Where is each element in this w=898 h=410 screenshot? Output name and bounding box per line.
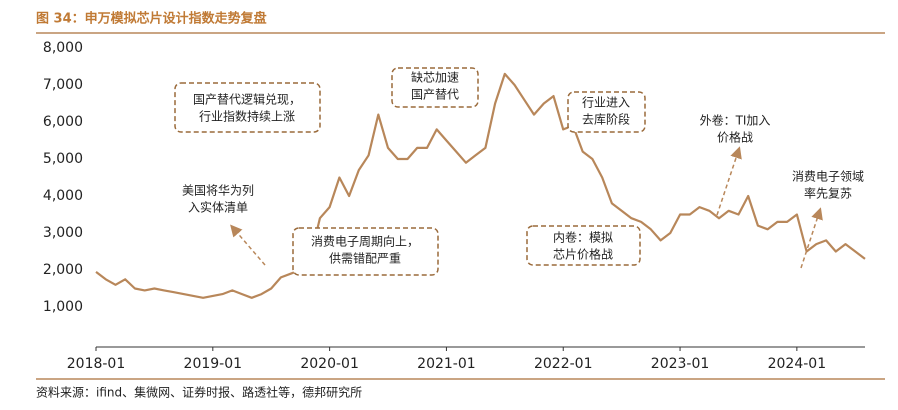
annotation-text: 缺芯加速 <box>411 70 459 85</box>
annotation-box <box>391 67 479 108</box>
annotation-text: 入实体清单 <box>188 200 248 215</box>
annotation-text: 内卷：模拟 <box>553 230 613 245</box>
x-tick-label: 2021-01 <box>417 356 476 372</box>
y-tick-label: 7,000 <box>43 77 83 93</box>
annotation-text: 行业进入 <box>582 96 630 110</box>
y-tick-label: 6,000 <box>43 114 83 130</box>
annotation-text: 去库阶段 <box>582 112 630 127</box>
index-line <box>95 72 866 299</box>
annotation-text: 芯片价格战 <box>553 247 613 262</box>
annotation-text: 美国将华为列 <box>182 184 254 198</box>
x-tick-label: 2024-01 <box>768 356 827 372</box>
annotation-text: 外卷：TI加入 <box>700 113 771 128</box>
x-tick-label: 2023-01 <box>651 356 710 372</box>
annotation-text: 率先复苏 <box>804 186 852 201</box>
annotation-box <box>174 82 321 133</box>
y-tick-label: 8,000 <box>43 40 83 56</box>
annotation-arrow <box>230 224 266 266</box>
y-tick-label: 4,000 <box>43 188 83 204</box>
annotation-box <box>292 227 439 276</box>
annotation-arrow <box>800 207 823 269</box>
annotation-box <box>567 91 646 133</box>
annotation-arrow <box>716 146 742 216</box>
annotation-text: 国产替代 <box>411 88 459 102</box>
x-tick-label: 2018-01 <box>67 356 126 372</box>
annotation-text: 消费电子领域 <box>792 170 864 184</box>
annotation-text: 供需错配严重 <box>329 252 401 266</box>
source-note: 资料来源：ifind、集微网、证券时报、路透社等，德邦研究所 <box>36 385 362 400</box>
y-tick-label: 3,000 <box>43 225 83 241</box>
x-tick-label: 2022-01 <box>534 356 593 372</box>
annotation-text: 消费电子周期向上， <box>311 234 419 249</box>
annotation-text: 行业指数持续上涨 <box>199 109 295 124</box>
y-tick-label: 5,000 <box>43 151 83 167</box>
y-tick-label: 1,000 <box>43 299 83 315</box>
y-tick-label: 2,000 <box>43 262 83 278</box>
annotation-text: 价格战 <box>717 130 753 145</box>
x-tick-label: 2020-01 <box>300 356 359 372</box>
annotation-text: 国产替代逻辑兑现， <box>193 93 301 107</box>
chart-title: 图 34：申万模拟芯片设计指数走势复盘 <box>36 11 267 27</box>
x-tick-label: 2019-01 <box>184 356 243 372</box>
annotation-box <box>526 225 641 266</box>
